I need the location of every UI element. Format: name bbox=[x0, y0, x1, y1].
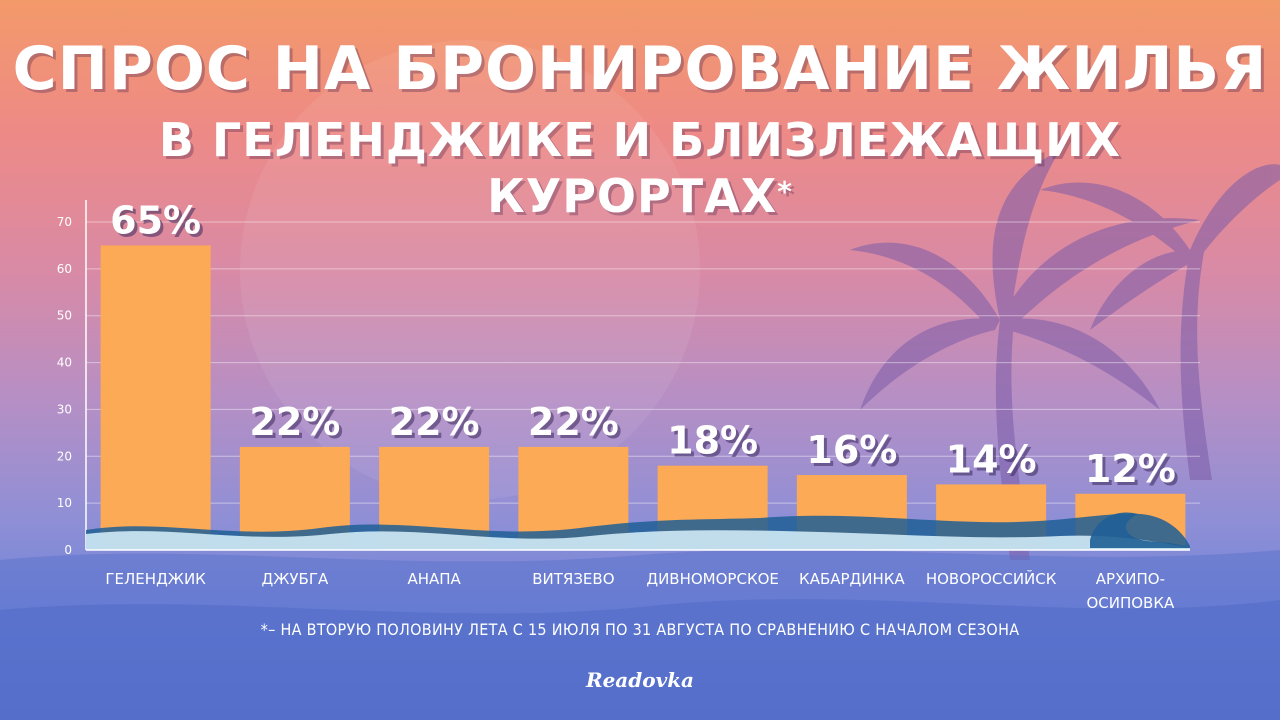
wave-shape bbox=[1090, 512, 1190, 548]
y-tick-label: 60 bbox=[57, 262, 72, 276]
category-label: НОВОРОССИЙСК bbox=[926, 569, 1057, 588]
category-label: ОСИПОВКА bbox=[1086, 594, 1175, 612]
footnote: *– НА ВТОРУЮ ПОЛОВИНУ ЛЕТА С 15 ИЮЛЯ ПО … bbox=[260, 620, 1020, 639]
sea-shape bbox=[0, 549, 1280, 720]
data-label-shadow: 18% bbox=[670, 422, 761, 466]
wave-shape bbox=[86, 530, 1190, 550]
y-tick-label: 0 bbox=[64, 543, 72, 557]
category-label: КАБАРДИНКА bbox=[799, 570, 905, 588]
y-tick-label: 40 bbox=[57, 356, 72, 370]
chart-title: СПРОС НА БРОНИРОВАНИЕ ЖИЛЬЯ bbox=[12, 34, 1268, 104]
data-label-shadow: 12% bbox=[1088, 450, 1179, 494]
footnote-marker: * bbox=[777, 175, 793, 208]
y-tick-label: 50 bbox=[57, 309, 72, 323]
data-label: 12% bbox=[1085, 447, 1176, 491]
sea-shape bbox=[0, 599, 1280, 720]
category-label: ВИТЯЗЕВО bbox=[532, 570, 614, 588]
data-label: 18% bbox=[667, 419, 758, 463]
sun-shape bbox=[240, 40, 700, 500]
data-label-shadow: 22% bbox=[252, 403, 343, 447]
bar bbox=[100, 245, 211, 550]
data-label: 22% bbox=[249, 400, 340, 444]
data-label: 65% bbox=[110, 198, 201, 242]
subtitle-text: В ГЕЛЕНДЖИКЕ И БЛИЗЛЕЖАЩИХ КУРОРТАХ bbox=[158, 113, 1122, 223]
data-label: 22% bbox=[389, 400, 480, 444]
category-label: ДЖУБГА bbox=[262, 570, 329, 588]
data-label-shadow: 22% bbox=[531, 403, 622, 447]
data-label: 16% bbox=[806, 428, 897, 472]
y-tick-label: 10 bbox=[57, 496, 72, 510]
y-tick-label: 70 bbox=[57, 215, 72, 229]
data-label-shadow: 16% bbox=[809, 431, 900, 475]
category-label: ГЕЛЕНДЖИК bbox=[105, 570, 206, 588]
chart-subtitle: В ГЕЛЕНДЖИКЕ И БЛИЗЛЕЖАЩИХ КУРОРТАХ* bbox=[0, 112, 1280, 224]
category-label: ДИВНОМОРСКОЕ bbox=[646, 570, 779, 588]
category-label: АНАПА bbox=[407, 570, 461, 588]
readovka-logo: Readovka bbox=[585, 668, 695, 692]
data-label-shadow: 65% bbox=[113, 201, 204, 245]
data-label: 14% bbox=[946, 437, 1037, 481]
data-label-shadow: 14% bbox=[949, 440, 1040, 484]
category-label: АРХИПО- bbox=[1096, 570, 1165, 588]
data-label: 22% bbox=[528, 400, 619, 444]
y-tick-label: 20 bbox=[57, 449, 72, 463]
y-tick-label: 30 bbox=[57, 402, 72, 416]
data-label-shadow: 22% bbox=[392, 403, 483, 447]
